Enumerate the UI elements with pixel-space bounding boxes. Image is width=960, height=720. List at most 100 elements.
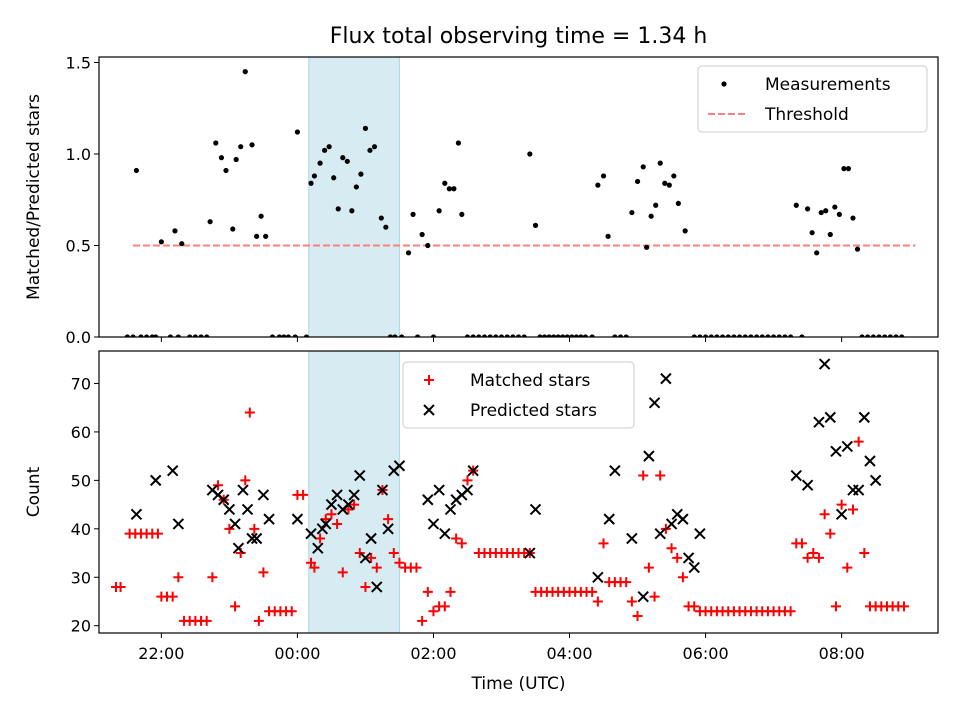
data-point [172,518,185,530]
data-point [371,144,378,150]
data-point [224,523,235,534]
data-point [394,557,405,568]
data-point [326,509,337,520]
data-point [532,222,539,228]
data-point [845,166,852,172]
data-point [175,334,181,337]
data-point [459,211,465,217]
data-point [476,334,482,337]
data-point [748,334,754,337]
data-point [192,334,198,337]
data-point [852,484,865,496]
data-point [592,596,603,607]
data-point [675,200,681,207]
legend: Matched stars Predicted stars [402,361,635,429]
y-tick-label: 1.0 [66,145,91,164]
data-point [325,498,338,511]
data-point [442,180,448,186]
data-point [436,208,442,214]
data-point [765,334,771,337]
data-point [138,334,144,337]
legend-label: Predicted stars [470,401,597,421]
data-point [130,508,143,520]
series-predicted-stars [130,358,882,603]
data-point [115,581,126,592]
data-point [859,548,870,559]
data-point [898,601,909,612]
data-point [244,407,255,418]
data-point [223,503,236,516]
data-point [842,562,853,573]
data-point [179,241,185,247]
data-point [657,160,663,166]
data-point [349,208,355,214]
data-point [342,498,355,511]
data-point [237,484,249,496]
legend-x-swatch [423,404,435,416]
data-point [173,572,184,583]
data-point [510,334,516,337]
data-point [367,147,373,153]
legend-label: Measurements [765,75,891,95]
data-point [422,586,433,597]
data-point [238,144,244,150]
data-point [230,601,241,612]
data-point [349,499,360,510]
data-point [753,334,760,337]
data-point [671,173,677,179]
data-point [643,562,654,573]
data-point [864,455,876,467]
data-point [603,513,615,525]
data-point [629,209,635,216]
x-tick-label: 22:00 [138,644,184,663]
x-tick-label: 00:00 [274,644,320,663]
data-point [504,334,510,337]
data-point [893,334,899,337]
data-point [813,416,825,428]
data-point [742,334,748,337]
data-point [218,494,230,506]
x-tick-label: 04:00 [546,644,592,663]
data-point [285,334,291,337]
data-point [648,213,654,219]
data-point [578,334,584,337]
data-point [405,250,412,256]
data-point [564,334,570,337]
bottom-panel: 20 30 40 50 60 70 22:00 00:00 02:00 04:00 06:00 08:… [24,350,939,694]
data-point [582,334,588,337]
data-point [612,334,618,337]
data-point [218,155,225,161]
data-point [358,171,364,177]
data-point [427,518,440,530]
data-point [149,474,162,487]
data-point [592,571,604,583]
axes-frame [98,56,939,338]
data-point [677,513,689,525]
data-point [455,140,462,146]
data-point [232,542,245,554]
data-point [788,334,794,337]
data-point [694,527,706,540]
data-point [799,334,805,337]
data-point [326,144,332,150]
data-point [626,532,638,545]
data-point [689,601,700,612]
data-point [371,562,382,573]
data-point [598,538,609,549]
data-point [428,606,439,617]
y-axis-label: Count [24,466,44,517]
data-point [305,527,317,540]
data-point [560,334,566,337]
data-point [461,484,474,496]
data-point [241,503,254,516]
data-point [425,242,431,249]
data-point [286,606,297,617]
data-point [830,601,841,612]
top-panel: 0.0 0.5 1.0 1.5 Flux total observing time = … [24,24,939,347]
y-tick-label: 40 [71,520,91,539]
data-point [263,233,269,239]
data-point [167,334,174,337]
data-point [294,129,301,135]
data-point [555,334,561,337]
data-point [587,586,598,597]
